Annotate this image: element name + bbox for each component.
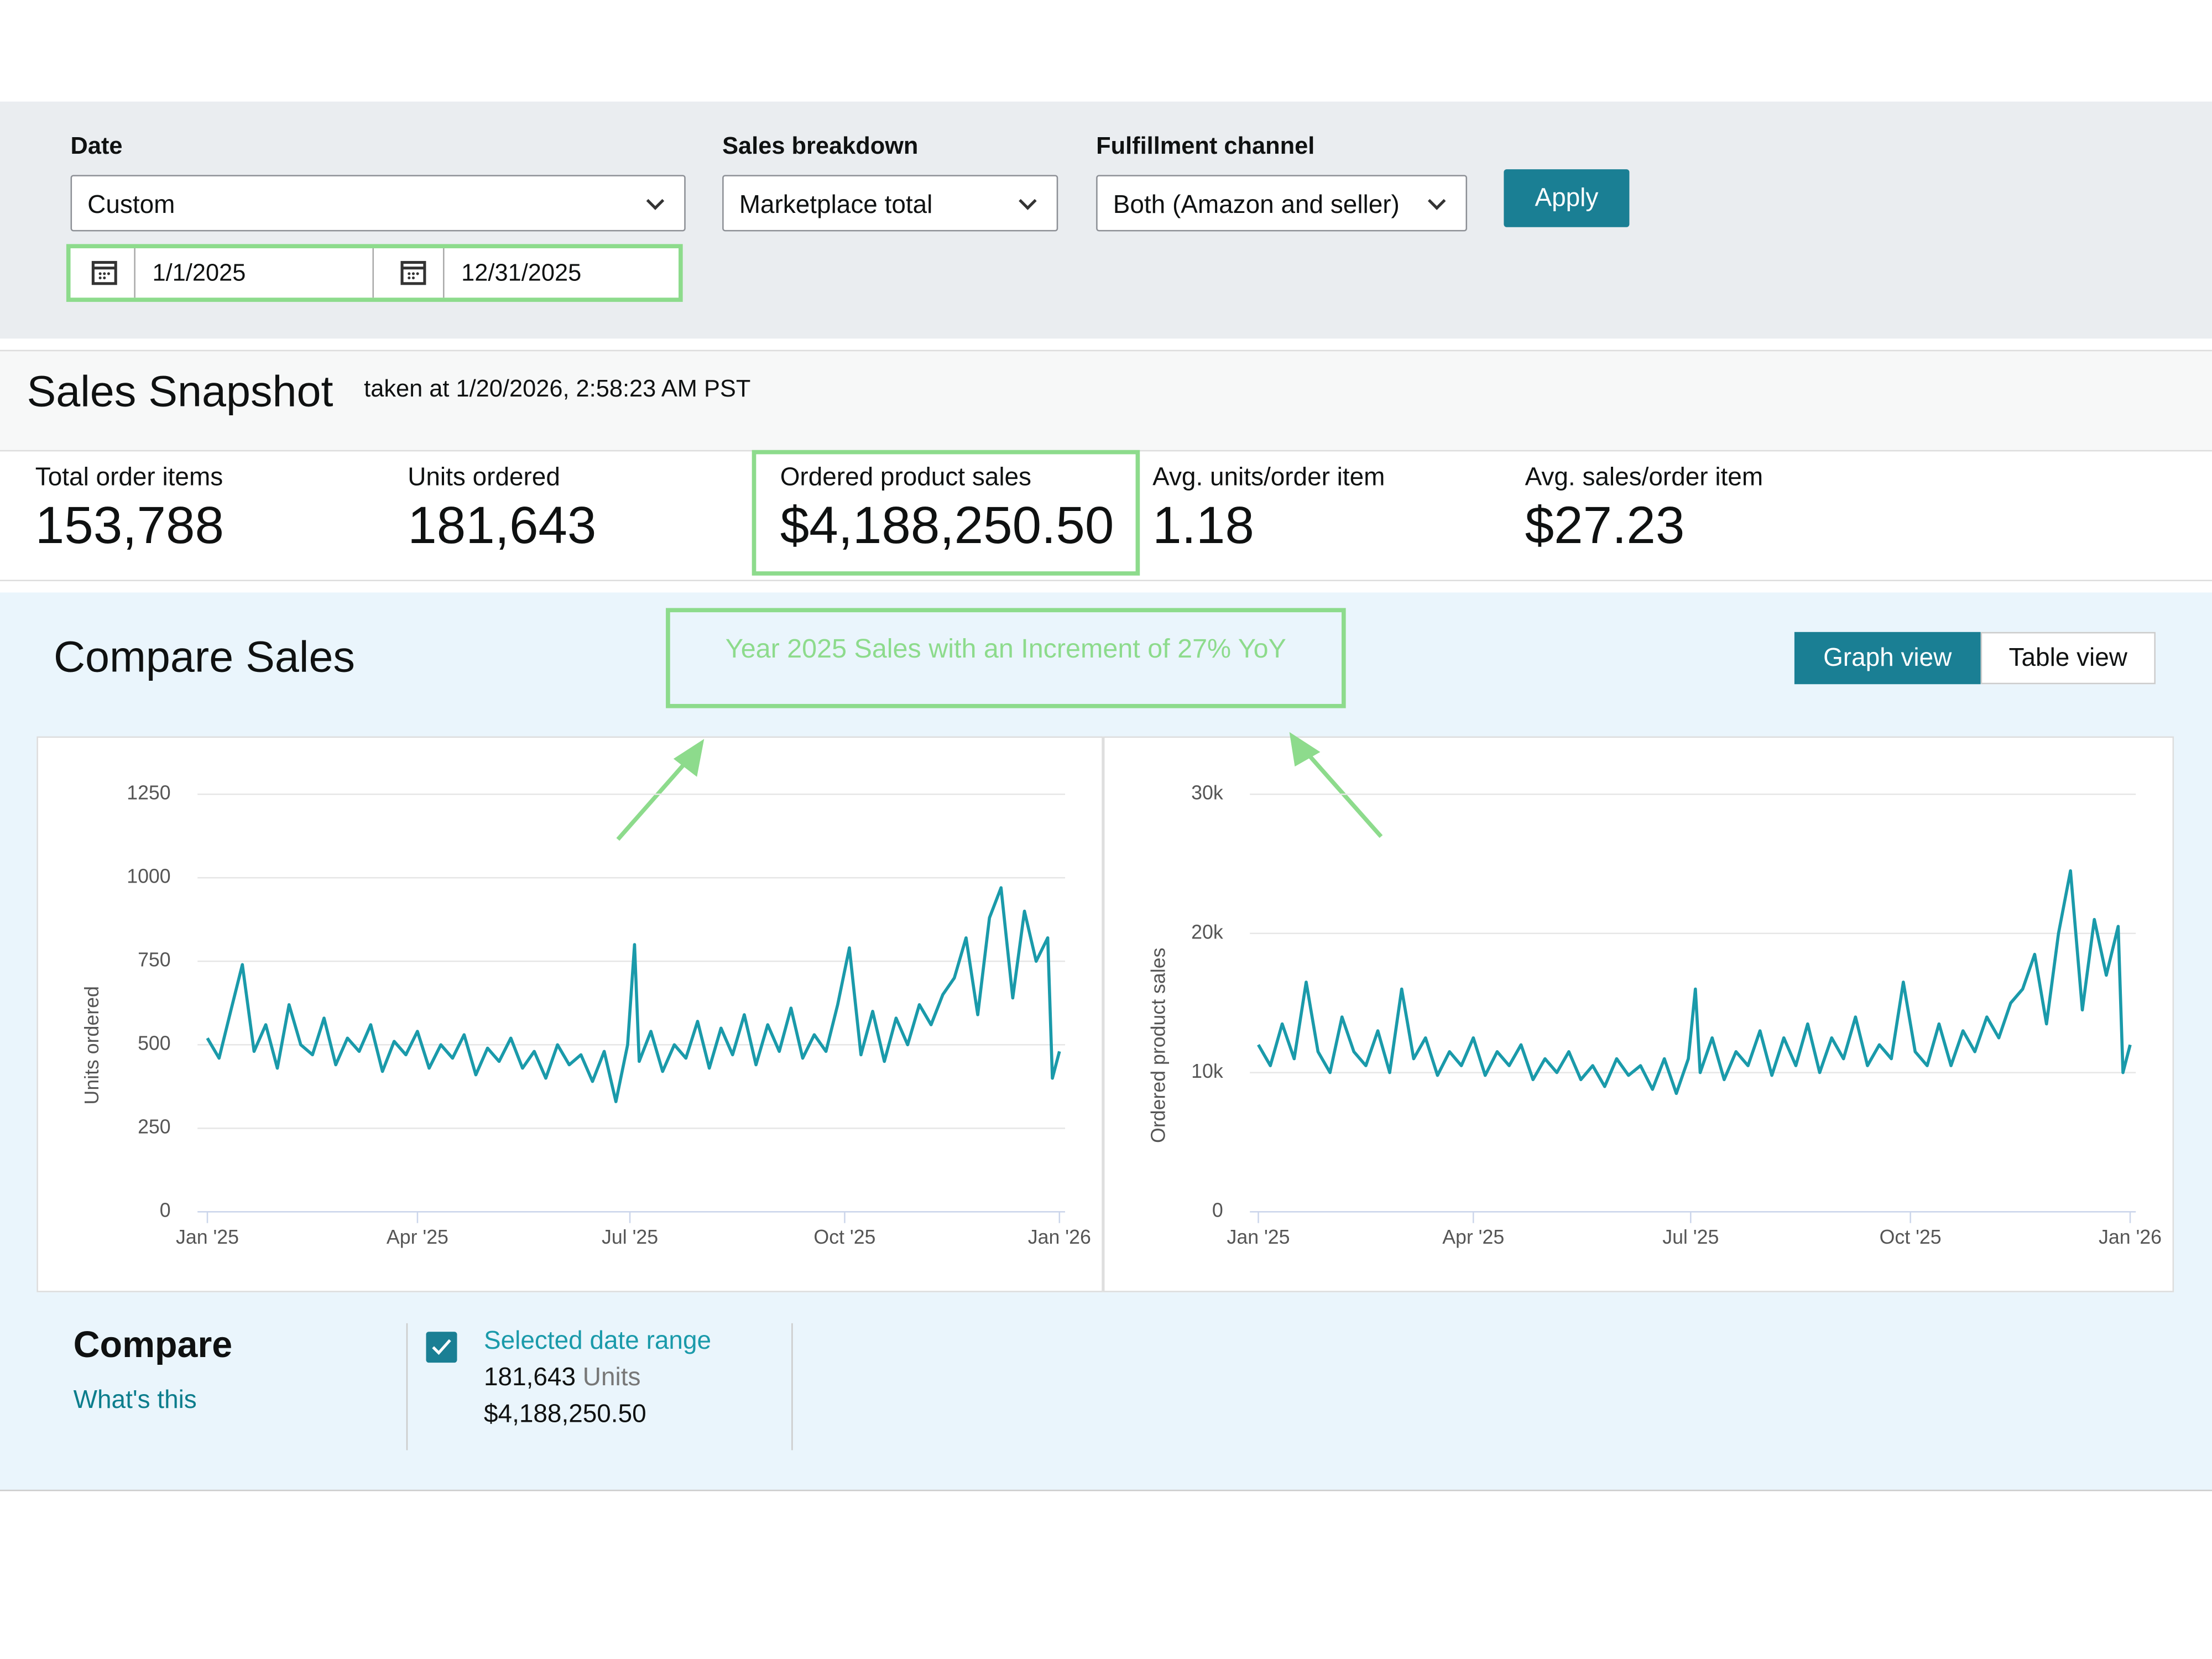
y-axis-label: Units ordered xyxy=(81,986,103,1104)
metric-value: $27.23 xyxy=(1525,497,1685,556)
x-tick-label: Oct '25 xyxy=(1880,1226,1942,1248)
y-tick-label: 1250 xyxy=(127,782,170,804)
x-tick-label: Jan '26 xyxy=(2099,1226,2162,1248)
metric-value: 153,788 xyxy=(35,497,224,556)
x-tick-label: Jul '25 xyxy=(602,1226,658,1248)
y-tick-label: 500 xyxy=(138,1032,171,1055)
metric-label: Ordered product sales xyxy=(780,463,1031,493)
y-tick-label: 30k xyxy=(1191,782,1223,804)
x-tick-label: Apr '25 xyxy=(387,1226,448,1248)
x-tick-label: Jan '25 xyxy=(1227,1226,1290,1248)
metric-value: 181,643 xyxy=(408,497,596,556)
y-tick-label: 10k xyxy=(1191,1060,1223,1082)
metric-label: Total order items xyxy=(35,463,223,493)
y-tick-label: 20k xyxy=(1191,921,1223,943)
data-line xyxy=(1258,871,2130,1094)
arrow xyxy=(1292,737,1381,837)
metric-value: $4,188,250.50 xyxy=(780,497,1114,556)
x-tick-label: Apr '25 xyxy=(1442,1226,1504,1248)
y-tick-label: 250 xyxy=(138,1116,171,1138)
metric-value: 1.18 xyxy=(1152,497,1254,556)
metric-label: Avg. units/order item xyxy=(1152,463,1385,493)
y-axis-label: Ordered product sales xyxy=(1147,948,1169,1143)
y-tick-label: 0 xyxy=(1212,1199,1223,1222)
metric-label: Units ordered xyxy=(408,463,560,493)
x-tick-label: Jan '25 xyxy=(176,1226,239,1248)
data-line xyxy=(207,888,1060,1102)
x-tick-label: Jul '25 xyxy=(1662,1226,1719,1248)
y-tick-label: 0 xyxy=(160,1199,171,1222)
arrow xyxy=(618,743,701,839)
y-tick-label: 1000 xyxy=(127,865,170,888)
x-tick-label: Jan '26 xyxy=(1028,1226,1091,1248)
metric-label: Avg. sales/order item xyxy=(1525,463,1763,493)
x-tick-label: Oct '25 xyxy=(813,1226,875,1248)
y-tick-label: 750 xyxy=(138,949,171,971)
